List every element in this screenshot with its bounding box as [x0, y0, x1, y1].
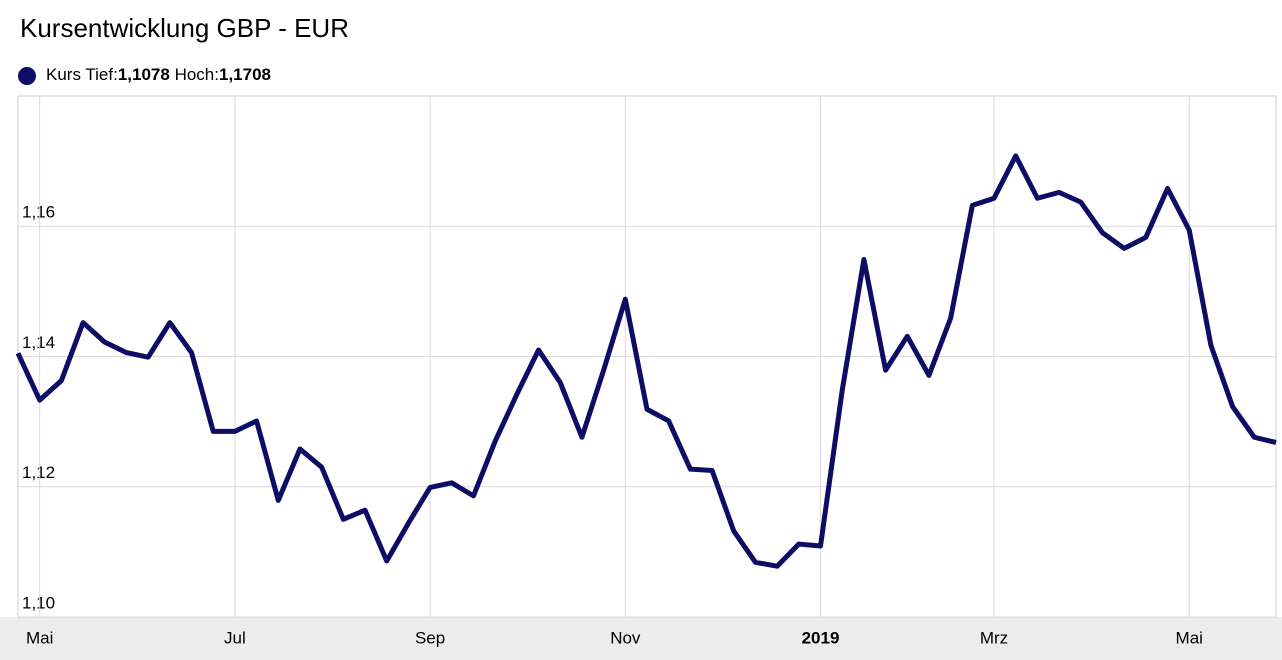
- legend-high: 1,1708: [219, 65, 271, 84]
- x-tick-label: Nov: [610, 628, 641, 647]
- legend-low-label: Tief:: [85, 65, 117, 84]
- x-tick-label: Mai: [26, 628, 53, 647]
- x-axis-band: [0, 617, 1282, 660]
- y-tick-label: 1,10: [22, 593, 55, 612]
- legend-marker: [18, 67, 36, 85]
- x-tick-label: Sep: [415, 628, 445, 647]
- x-tick-label: Mrz: [980, 628, 1008, 647]
- x-tick-label: Mai: [1176, 628, 1203, 647]
- legend-high-label: Hoch:: [175, 65, 219, 84]
- x-tick-label: 2019: [802, 628, 840, 647]
- y-tick-label: 1,16: [22, 203, 55, 222]
- x-tick-label: Jul: [224, 628, 246, 647]
- y-tick-label: 1,14: [22, 333, 55, 352]
- chart-title: Kursentwicklung GBP - EUR: [20, 13, 349, 43]
- y-tick-label: 1,12: [22, 463, 55, 482]
- legend-name: Kurs: [46, 65, 81, 84]
- legend-low: 1,1078: [118, 65, 170, 84]
- legend: Kurs Tief:1,1078 Hoch:1,1708: [46, 65, 271, 84]
- series-line: [15, 153, 1277, 569]
